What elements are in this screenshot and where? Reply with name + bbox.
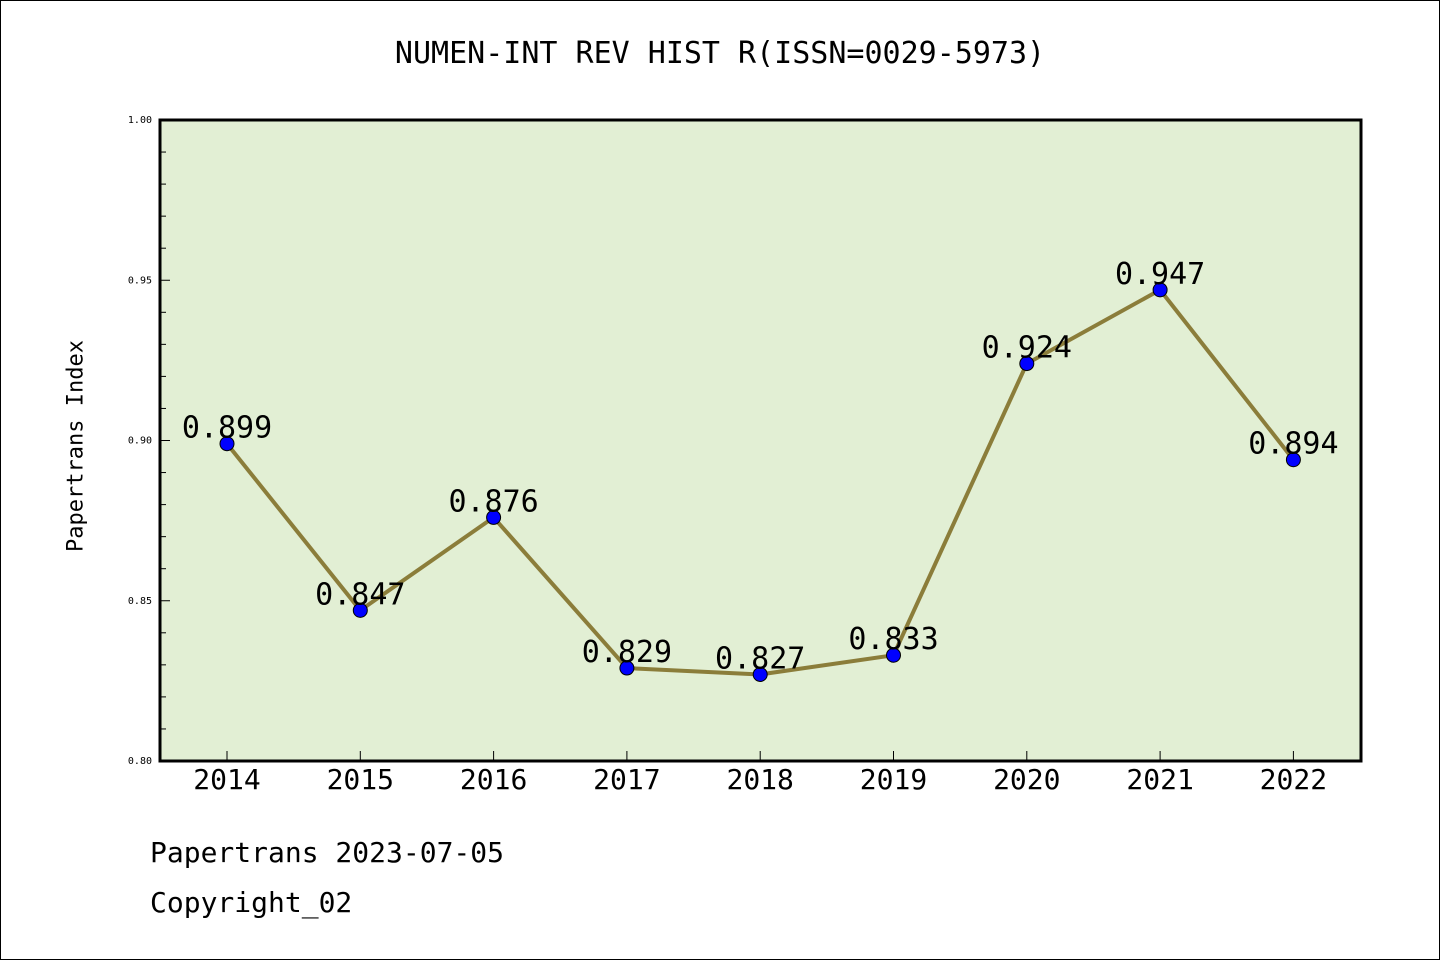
data-value-label: 0.829	[582, 635, 672, 670]
data-value-label: 0.924	[982, 331, 1072, 366]
y-tick-label: 1.00	[128, 115, 152, 126]
y-axis-ticks: 0.80 0.85 0.90 0.95 1.00	[128, 115, 170, 767]
data-value-label: 0.833	[848, 622, 938, 657]
data-markers	[219, 282, 1301, 682]
data-value-label: 0.947	[1115, 257, 1205, 292]
x-tick-label: 2020	[993, 763, 1060, 796]
y-tick-label: 0.95	[128, 275, 152, 286]
x-tick-label: 2014	[193, 763, 260, 796]
y-tick-label: 0.85	[128, 596, 152, 607]
data-value-label: 0.827	[715, 641, 805, 676]
x-tick-label: 2018	[726, 763, 793, 796]
x-axis-ticks: 2014 2015 2016 2017 2018 2019 2020 2021 2022	[193, 751, 1327, 796]
data-value-label: 0.876	[448, 484, 538, 519]
x-tick-label: 2016	[460, 763, 527, 796]
x-tick-label: 2022	[1260, 763, 1327, 796]
x-tick-label: 2021	[1126, 763, 1193, 796]
data-point-marker	[352, 602, 368, 618]
x-tick-label: 2019	[860, 763, 927, 796]
footer-date: Papertrans 2023-07-05	[150, 836, 505, 869]
data-point-marker	[1019, 356, 1035, 372]
data-point-marker	[619, 660, 635, 676]
data-point-marker	[486, 509, 502, 525]
data-value-label: 0.894	[1248, 427, 1338, 462]
x-tick-label: 2015	[327, 763, 394, 796]
data-point-marker	[886, 647, 901, 663]
data-value-label: 0.899	[182, 411, 272, 446]
data-point-marker	[1285, 452, 1301, 468]
data-point-marker	[219, 436, 235, 452]
y-tick-label: 0.80	[128, 756, 152, 767]
chart-title: NUMEN-INT REV HIST R(ISSN=0029-5973)	[394, 36, 1046, 71]
plot-area	[158, 118, 1363, 763]
x-tick-label: 2017	[593, 763, 660, 796]
data-point-marker	[752, 666, 768, 682]
y-tick-label: 0.90	[128, 436, 152, 447]
data-labels: 0.899 0.847 0.876 0.829 0.827 0.833 0.924 0.947…	[182, 257, 1339, 677]
footer-copyright: Copyright_02	[150, 886, 353, 919]
data-point-marker	[1152, 282, 1168, 298]
data-value-label: 0.847	[315, 577, 405, 612]
